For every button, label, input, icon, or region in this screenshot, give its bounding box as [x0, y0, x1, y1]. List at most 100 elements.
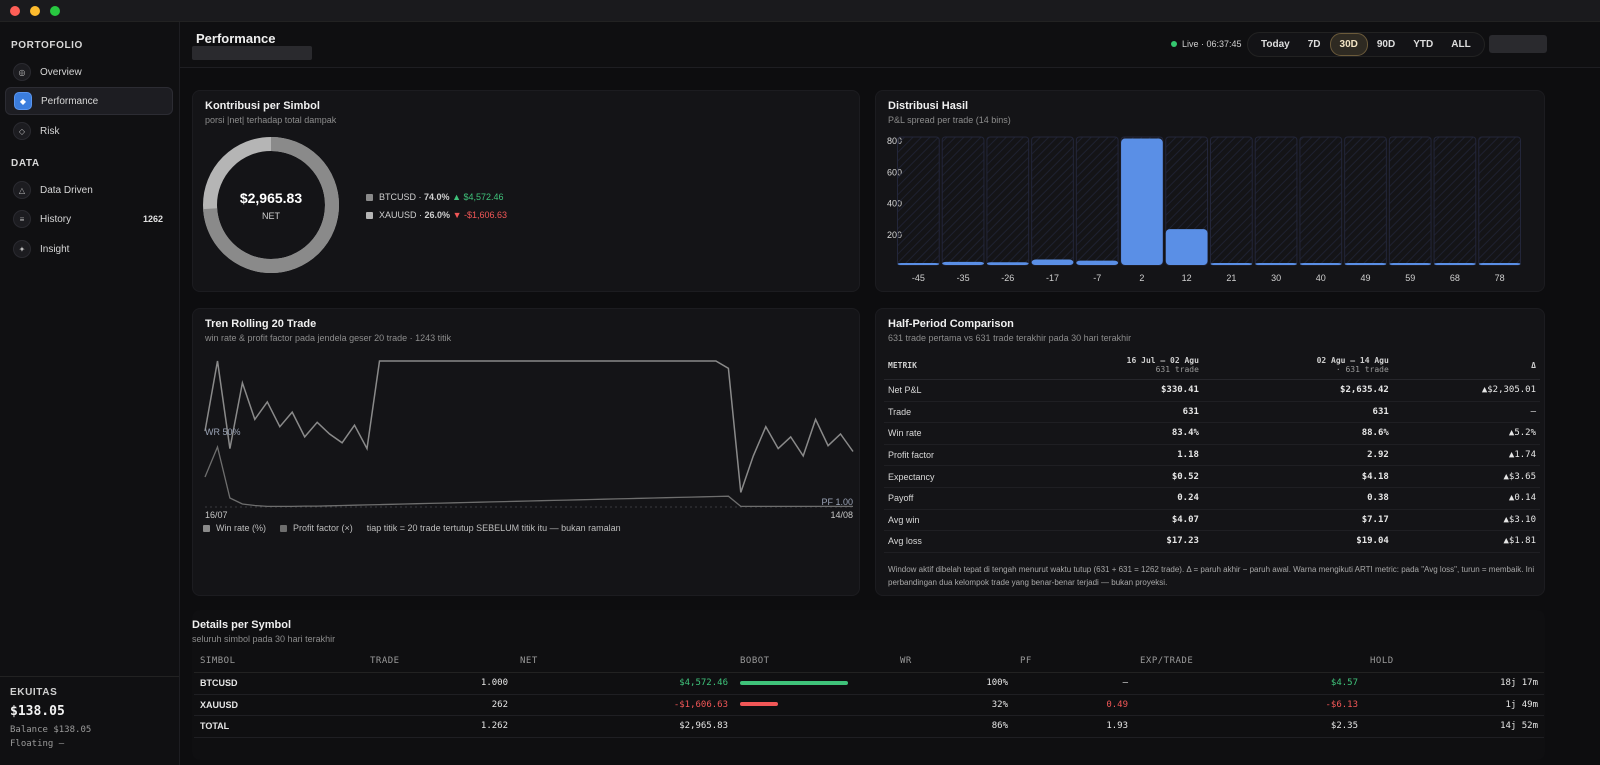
col-second-half: 02 Agu – 14 Agu · 631 trade	[1202, 351, 1393, 380]
col-wr: WR	[894, 650, 1014, 673]
histogram-bar	[986, 262, 1029, 265]
up-arrow-icon: ▲	[452, 192, 461, 202]
range-today-button[interactable]: Today	[1261, 39, 1290, 50]
histogram-bar	[1478, 263, 1521, 265]
range-7d-button[interactable]: 7D	[1307, 39, 1321, 50]
table-row: Trade 631 631—	[884, 401, 1540, 424]
sidebar-item-label: Insight	[40, 243, 70, 255]
histogram-bin	[1433, 136, 1477, 266]
col-hold: HOLD	[1364, 650, 1544, 673]
list-icon: ≡	[13, 210, 31, 228]
contrib-row-xauusd: XAUUSD · 26.0% ▼ -$1,606.63	[366, 210, 507, 220]
maximize-window-button[interactable]	[50, 6, 60, 16]
card-subtitle: seluruh simbol pada 30 hari terakhir	[192, 634, 336, 644]
x-tick-label: 2	[1139, 273, 1144, 283]
sparkle-icon: ✦	[13, 240, 31, 258]
history-count-badge: 1262	[142, 214, 163, 224]
legend-label-pf: Profit factor (×)	[293, 523, 353, 533]
histogram-bar	[1076, 260, 1119, 265]
histogram-bin	[941, 136, 985, 266]
sidebar-item-performance[interactable]: ◆ Performance	[5, 87, 173, 115]
net-cell: $2,965.83	[514, 715, 734, 738]
second-half-cell: 2.92	[1202, 444, 1393, 467]
diamond-icon: ◆	[14, 92, 32, 110]
col-trade: TRADE	[364, 650, 514, 673]
wr-cell: 100%	[894, 672, 1014, 695]
weight-cell	[734, 672, 894, 695]
sidebar-item-data-driven[interactable]: △ Data Driven	[5, 176, 173, 204]
page-title: Performance	[196, 31, 276, 46]
y-tick-label: 800	[887, 136, 902, 146]
pf-cell: —	[1014, 672, 1134, 695]
table-header-row: SIMBOL TRADE NET BOBOT WR PF EXP/TRADE H…	[194, 650, 1544, 673]
card-title: Distribusi Hasil	[888, 100, 969, 112]
delta-cell: ▲5.2%	[1392, 422, 1540, 445]
hold-cell: 14j 52m	[1364, 715, 1544, 738]
metric-cell: Profit factor	[884, 444, 1014, 467]
table-row[interactable]: BTCUSD 1.000 $4,572.46 100% — $4.57 18j 17m	[194, 672, 1544, 695]
bin-background	[1344, 136, 1387, 266]
card-title: Details per Symbol	[192, 619, 292, 631]
bin-background	[1433, 136, 1477, 266]
legend-swatch	[203, 524, 210, 532]
wr-reference-label: WR 50%	[205, 427, 241, 437]
floating-text: Floating —	[10, 739, 65, 749]
table-row: Profit factor 1.18 2.92 ▲1.74	[884, 444, 1540, 467]
card-title: Half-Period Comparison	[888, 318, 1014, 330]
bin-background	[1210, 136, 1253, 266]
range-ytd-button[interactable]: YTD	[1413, 39, 1434, 50]
sidebar-item-risk[interactable]: ◇ Risk	[5, 117, 173, 145]
histogram-bar	[897, 263, 940, 265]
metric-cell: Avg win	[884, 509, 1014, 532]
metric-cell: Avg loss	[884, 530, 1014, 553]
delta-cell: ▲$3.65	[1392, 465, 1540, 488]
sidebar-section-data: DATA	[11, 158, 40, 169]
sidebar-item-label: Performance	[41, 95, 99, 107]
minimize-window-button[interactable]	[30, 6, 40, 16]
distribution-card: Distribusi Hasil P&L spread per trade (1…	[875, 90, 1545, 292]
table-row: Avg win $4.07 $7.17 ▲$3.10	[884, 509, 1540, 532]
card-subtitle: porsi |net| terhadap total dampak	[205, 115, 337, 125]
histogram-bin	[1299, 136, 1343, 266]
x-tick-label: -7	[1093, 273, 1101, 283]
table-row: Payoff 0.24 0.38 ▲0.14	[884, 487, 1540, 510]
histogram-bin	[1031, 136, 1074, 266]
histogram-bar	[1434, 263, 1476, 265]
contrib-symbol: XAUUSD	[379, 210, 417, 220]
col-metric: METRIK	[884, 351, 1014, 380]
wr-cell: 86%	[894, 715, 1014, 738]
histogram-bin	[1344, 136, 1387, 266]
x-tick-label: -26	[1001, 273, 1014, 283]
legend-swatch	[280, 524, 288, 532]
close-window-button[interactable]	[10, 6, 20, 16]
card-subtitle: 631 trade pertama vs 631 trade terakhir …	[888, 333, 1132, 343]
table-row[interactable]: XAUUSD 262 -$1,606.63 32% 0.49 -$6.13 1j 49m	[194, 694, 1544, 716]
range-30d-button[interactable]: 30D	[1329, 33, 1368, 56]
table-row[interactable]: TOTAL 1.262 $2,965.83 86% 1.93 $2.35 14j 52m	[194, 715, 1544, 738]
first-half-cell: $17.23	[1013, 530, 1203, 553]
histogram-bar	[1389, 263, 1432, 265]
half-period-card: Half-Period Comparison 631 trade pertama…	[875, 308, 1545, 596]
sidebar-item-history[interactable]: ≡ History 1262	[5, 205, 173, 233]
sidebar-item-label: Data Driven	[40, 184, 93, 196]
range-90d-button[interactable]: 90D	[1376, 39, 1396, 50]
second-half-cell: $19.04	[1202, 530, 1393, 553]
x-start-label: 16/07	[205, 510, 228, 520]
live-clock: Live · 06:37:45	[1182, 39, 1242, 49]
second-half-cell: $4.18	[1202, 465, 1393, 488]
contrib-pct: 74.0%	[424, 192, 450, 202]
x-tick-label: 21	[1226, 273, 1236, 283]
sidebar-item-insight[interactable]: ✦ Insight	[5, 235, 173, 263]
col-second-half-label: 02 Agu – 14 Agu	[1316, 356, 1389, 365]
range-all-button[interactable]: ALL	[1451, 39, 1471, 50]
bin-background	[1254, 136, 1298, 266]
x-tick-label: 78	[1495, 273, 1505, 283]
metric-cell: Expectancy	[884, 465, 1014, 488]
rolling-line-chart: WR 50% PF 1.00 16/07 14/08	[204, 360, 854, 520]
bin-background	[897, 136, 940, 266]
x-tick-label: 12	[1182, 273, 1192, 283]
sidebar-item-overview[interactable]: ◎ Overview	[5, 58, 173, 86]
half-period-note: Window aktif dibelah tepat di tengah men…	[888, 565, 1535, 587]
profit-factor-line	[204, 444, 853, 508]
net-cell: $4,572.46	[514, 672, 734, 695]
